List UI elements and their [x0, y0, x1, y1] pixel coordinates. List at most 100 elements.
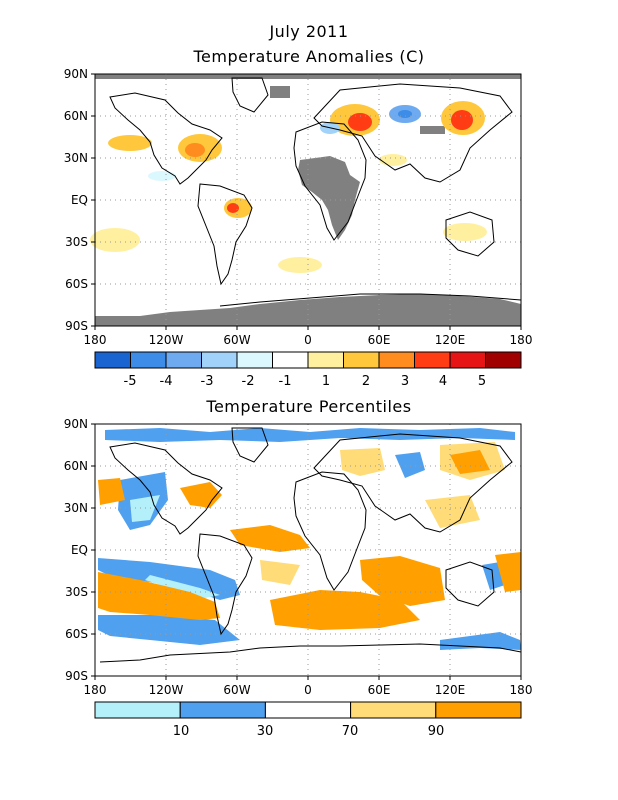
lon-label-60w: 60W: [223, 683, 250, 697]
percentile-gridlines: [95, 424, 521, 676]
anomaly-colorbar-swatch-7: [343, 351, 380, 369]
pct-coldest-south-pacific: [145, 575, 220, 598]
missing-data-greenland: [270, 86, 290, 98]
lat-label-eq: EQ: [71, 193, 88, 207]
anomaly-light-warm-south-atlantic: [278, 257, 322, 273]
percentile-map-title: Temperature Percentiles: [206, 397, 412, 416]
anomaly-hot-north-america: [185, 143, 205, 157]
anomaly-label-3: 3: [401, 374, 409, 389]
anomaly-label-2: 2: [362, 374, 370, 389]
anomaly-warm-north-pacific: [108, 135, 152, 151]
lat-label-30n: 30N: [64, 501, 88, 515]
lon-label-0: 0: [304, 683, 312, 697]
anomaly-label-5: 5: [478, 374, 486, 389]
pct-warmest-indian-ocean: [360, 556, 445, 606]
lat-label-90s: 90S: [65, 319, 88, 333]
anomaly-hot-europe: [348, 113, 372, 131]
percentile-colorbar-swatch-4: [435, 701, 522, 719]
anomaly-colorbar-swatch-5: [272, 351, 309, 369]
lon-label-60w: 60W: [223, 333, 250, 347]
percentile-colorbar-swatch-0: [94, 701, 181, 719]
anomaly-colorbar-swatch-3: [201, 351, 238, 369]
lat-label-eq: EQ: [71, 543, 88, 557]
lon-label-180w: 180: [84, 683, 107, 697]
anomaly-colorbar: [94, 351, 522, 369]
pct-warm-europe: [340, 448, 385, 476]
lon-label-120e: 120E: [435, 683, 466, 697]
pct-cold-siberia: [395, 452, 425, 478]
coastlines: [109, 77, 522, 307]
anomaly-colorbar-swatch-9: [414, 351, 451, 369]
lon-label-60e: 60E: [368, 683, 391, 697]
anomaly-label-1: 1: [322, 374, 330, 389]
percentile-colorbar: [94, 701, 522, 719]
anomaly-label-minus1: -1: [279, 374, 292, 389]
anomaly-tick-marks: [91, 73, 522, 330]
lat-label-60s: 60S: [65, 277, 88, 291]
pct-warmest-east-asia: [450, 450, 490, 474]
anomaly-label-4: 4: [439, 374, 447, 389]
anomaly-label-minus2: -2: [242, 374, 255, 389]
missing-data-arctic: [95, 74, 521, 79]
pct-warm-asia: [425, 495, 480, 528]
anomaly-cool-east-pacific: [148, 171, 176, 181]
anomaly-colorbar-swatch-11: [485, 351, 522, 369]
lat-label-90n: 90N: [64, 417, 88, 431]
anomaly-light-warm-south-pacific: [90, 228, 140, 252]
anomaly-colorbar-labels: -5 -4 -3 -2 -1 1 2 3 4 5: [124, 374, 487, 389]
pct-cold-arctic: [105, 428, 515, 442]
percentile-label-30: 30: [257, 724, 274, 739]
anomaly-colorbar-swatch-0: [94, 351, 131, 369]
missing-data-asia: [420, 126, 445, 134]
lon-label-120w: 120W: [149, 333, 184, 347]
anomaly-colorbar-swatch-8: [378, 351, 415, 369]
percentile-label-90: 90: [428, 724, 445, 739]
anomaly-light-warm-australia: [443, 223, 487, 241]
pct-cold-south-pacific: [98, 558, 240, 600]
pct-warmest-tropical-atlantic: [230, 525, 310, 552]
coastlines-percentile: [99, 427, 522, 663]
percentile-lat-labels: 90N 60N 30N EQ 30S 60S 90S: [64, 417, 88, 683]
anomaly-colder-siberia: [398, 110, 412, 118]
pct-warmest-north-pacific-west: [98, 478, 125, 505]
anomaly-hot-south-america: [227, 203, 239, 213]
lat-label-90s: 90S: [65, 669, 88, 683]
anomaly-colorbar-swatch-10: [449, 351, 486, 369]
anomaly-lat-labels: 90N 60N 30N EQ 30S 60S 90S: [64, 67, 88, 333]
anomaly-label-minus4: -4: [160, 374, 173, 389]
lon-label-120w: 120W: [149, 683, 184, 697]
pct-warm-south-atlantic: [260, 560, 300, 585]
lat-label-30n: 30N: [64, 151, 88, 165]
percentile-colorbar-labels: 10 30 70 90: [173, 724, 445, 739]
lat-label-90n: 90N: [64, 67, 88, 81]
percentile-label-10: 10: [173, 724, 190, 739]
lat-label-60n: 60N: [64, 109, 88, 123]
pct-cold-southern-ocean: [98, 615, 240, 645]
percentile-lon-labels: 180 120W 60W 0 60E 120E 180: [84, 683, 533, 697]
anomaly-map-title: Temperature Anomalies (C): [193, 47, 425, 66]
lon-label-120e: 120E: [435, 333, 466, 347]
missing-data-africa: [298, 156, 360, 240]
anomaly-colorbar-swatch-4: [236, 351, 273, 369]
lat-label-60n: 60N: [64, 459, 88, 473]
percentile-tick-marks: [91, 423, 522, 680]
pct-cold-antarctic-rim: [440, 632, 521, 650]
lon-label-180e: 180: [510, 683, 533, 697]
lat-label-60s: 60S: [65, 627, 88, 641]
pct-warmest-southwest-pacific: [495, 552, 521, 592]
anomaly-colorbar-swatch-6: [307, 351, 344, 369]
anomaly-colorbar-swatch-2: [165, 351, 202, 369]
anomaly-map: 90N 60N 30N EQ 30S 60S 90S 180 120W 60W …: [64, 67, 533, 347]
anomaly-lon-labels: 180 120W 60W 0 60E 120E 180: [84, 333, 533, 347]
pct-warmest-south-pacific: [98, 572, 220, 620]
percentile-colorbar-swatch-3: [350, 701, 437, 719]
map-date-title: July 2011: [269, 22, 349, 41]
lon-label-60e: 60E: [368, 333, 391, 347]
lon-label-180w: 180: [84, 333, 107, 347]
lat-label-30s: 30S: [65, 585, 88, 599]
percentile-colorbar-swatch-2: [264, 701, 352, 719]
percentile-label-70: 70: [342, 724, 359, 739]
percentile-map: 90N 60N 30N EQ 30S 60S 90S 180 120W 60W …: [64, 417, 533, 697]
lon-label-0: 0: [304, 333, 312, 347]
